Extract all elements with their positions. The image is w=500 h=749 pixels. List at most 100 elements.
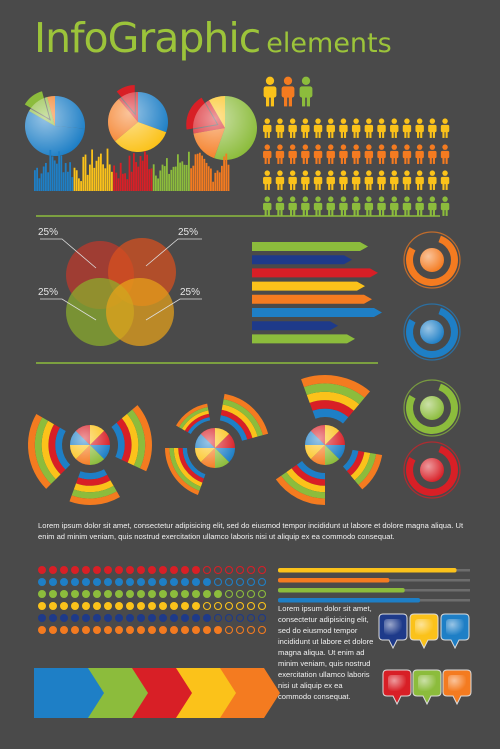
fan-blade-band <box>354 452 377 485</box>
dot-filled <box>192 614 200 622</box>
dot-filled <box>49 614 57 622</box>
person-body <box>263 150 272 159</box>
person-leg <box>340 131 343 138</box>
dot-filled <box>104 626 112 634</box>
dot-filled <box>104 566 112 574</box>
dot-filled <box>137 614 145 622</box>
person-leg <box>407 209 410 216</box>
person-icon <box>353 196 359 202</box>
person-body <box>364 150 374 159</box>
person-icon <box>340 144 347 150</box>
fan-blade-band <box>187 417 211 434</box>
skyline-bar <box>60 155 63 191</box>
person-leg <box>318 131 321 138</box>
skyline-bar <box>36 167 38 191</box>
dot-filled <box>192 566 200 574</box>
skyline-bar <box>119 162 122 191</box>
arrow-banner <box>252 281 365 291</box>
person-icon <box>328 196 334 202</box>
person-body <box>415 202 424 211</box>
dot-filled <box>148 626 156 634</box>
dot-filled <box>203 626 211 634</box>
person-leg <box>429 157 432 164</box>
person-body <box>275 150 285 159</box>
person-leg <box>290 157 293 164</box>
skyline-bar <box>97 156 100 191</box>
skyline-bar <box>51 156 54 191</box>
dot-rows <box>38 565 267 635</box>
person-leg <box>343 209 347 216</box>
dot-filled <box>93 614 101 622</box>
dot-filled <box>38 626 46 634</box>
fan-blade-band <box>342 449 359 472</box>
arrow-banner <box>252 308 382 317</box>
ring-shine <box>420 458 444 482</box>
fan-hub-shine <box>195 428 235 468</box>
dot-empty <box>224 613 234 623</box>
person-leg <box>267 209 270 216</box>
person-leg <box>442 157 445 164</box>
dot-filled <box>159 578 167 586</box>
person-body <box>288 150 297 159</box>
title-sub: elements <box>266 28 392 59</box>
dot-filled <box>126 566 134 574</box>
person-leg <box>417 157 420 164</box>
person-leg <box>290 209 293 216</box>
skyline-bar <box>93 167 96 191</box>
person-leg <box>369 131 372 138</box>
fan-blade-band <box>132 405 152 472</box>
skyline-bar <box>194 154 197 191</box>
person-leg <box>267 183 270 190</box>
person-icon <box>416 196 423 202</box>
skyline-bar <box>102 164 104 191</box>
skyline-bar <box>133 153 135 191</box>
dot-filled <box>159 590 167 598</box>
speech-bubble-shine <box>384 619 402 635</box>
person-icon <box>429 170 436 176</box>
dot-empty <box>246 613 256 623</box>
person-icon <box>442 196 448 202</box>
dot-filled <box>115 578 123 586</box>
venn-leader-line <box>145 298 202 321</box>
person-leg <box>305 209 308 216</box>
dot-filled <box>170 578 178 586</box>
person-icon <box>366 196 372 202</box>
person-leg <box>277 157 280 164</box>
person-icon <box>315 170 321 176</box>
person-leg <box>391 131 394 138</box>
skyline-bar <box>157 178 159 191</box>
fan-blade-band <box>116 418 132 463</box>
dot-filled <box>192 590 200 598</box>
dot-empty <box>235 613 245 623</box>
ring-outer <box>403 231 461 289</box>
speech-bubble-icons <box>378 613 472 706</box>
person-icon <box>277 118 283 124</box>
person-leg <box>280 209 283 216</box>
person-leg <box>264 157 267 164</box>
person-body <box>390 124 399 133</box>
skyline-bar <box>144 151 146 191</box>
person-icon <box>340 170 347 176</box>
venn-diagram <box>40 238 202 346</box>
fan-blade-band <box>303 383 365 405</box>
fan-blade-band <box>111 422 125 460</box>
person-leg <box>277 131 280 138</box>
person-body <box>326 124 335 133</box>
skyline-bar <box>75 170 78 191</box>
skyline-bar <box>223 156 225 191</box>
skyline-bar <box>62 172 65 191</box>
person-body <box>351 202 361 211</box>
dot-filled <box>137 566 145 574</box>
bar-skyline <box>34 148 230 191</box>
skyline-bar <box>53 160 56 191</box>
person-leg <box>302 131 305 138</box>
skyline-bar <box>100 153 102 191</box>
person-icon <box>404 196 410 202</box>
arrow-banner <box>252 242 368 251</box>
dot-filled <box>93 590 101 598</box>
person-icon <box>301 76 311 85</box>
skyline-bar <box>71 177 74 191</box>
fan-blade-band <box>41 420 61 480</box>
dot-filled <box>82 566 90 574</box>
fan-hub-shine <box>305 425 345 465</box>
